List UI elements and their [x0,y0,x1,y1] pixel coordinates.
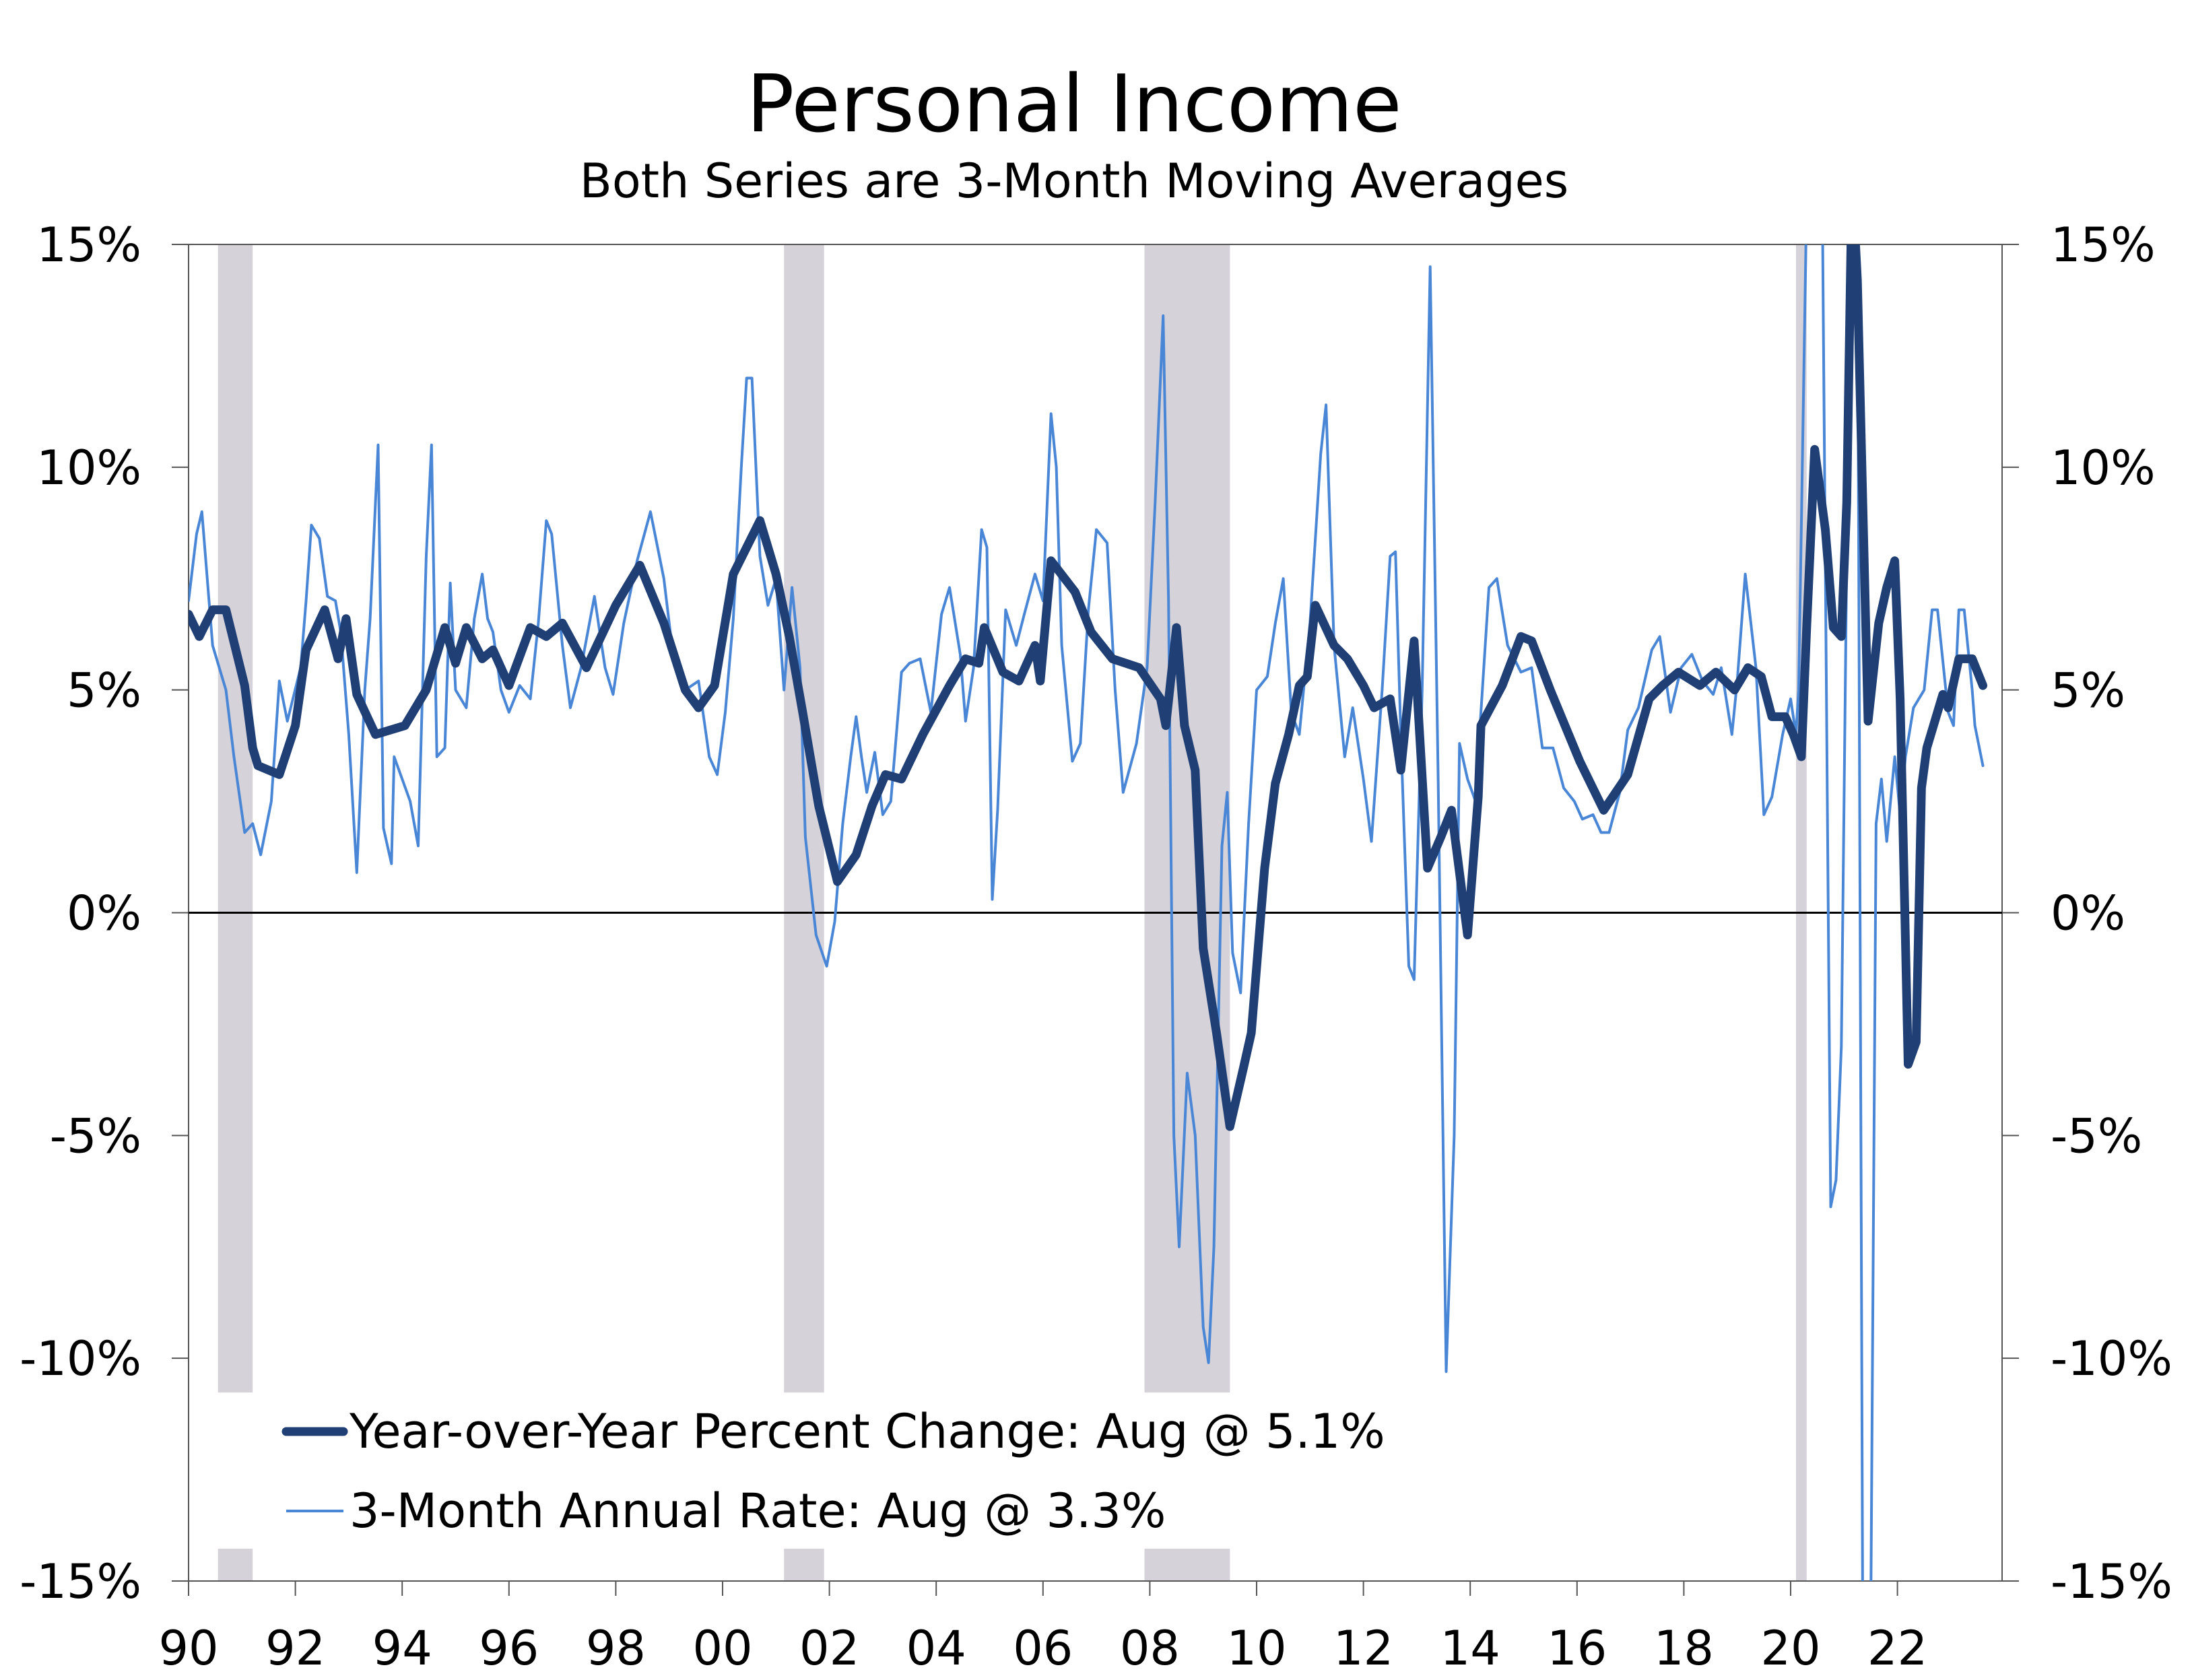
chart-subtitle: Both Series are 3-Month Moving Averages [580,154,1568,209]
y-tick-label-right: 0% [2051,886,2125,941]
x-tick-label: 08 [1120,1621,1180,1676]
x-tick-label: 00 [692,1621,752,1676]
x-tick-label: 94 [372,1621,432,1676]
y-tick-label-left: 0% [67,886,141,941]
axes: 15% 15% 10% 10% 5% 5% 0% 0% -5% -5% -10% -10% -15% -1… [20,217,2172,1676]
y-tick-label-right: -15% [2051,1554,2172,1609]
x-tick-label: 92 [265,1621,325,1676]
x-tick-label: 06 [1013,1621,1073,1676]
y-tick-label-left: 5% [67,663,141,718]
legend-label-3month: 3-Month Annual Rate: Aug @ 3.3% [350,1483,1166,1539]
x-tick-label: 14 [1440,1621,1500,1676]
y-tick-label-left: 15% [36,217,141,273]
x-tick-label: 20 [1760,1621,1820,1676]
recession-band [784,1549,824,1581]
y-tick-label-right: 10% [2051,440,2156,496]
x-tick-label: 04 [906,1621,966,1676]
legend: Year-over-Year Percent Change: Aug @ 5.1… [281,1404,1385,1539]
y-tick-label-left: -5% [50,1108,141,1164]
recession-band [1144,1549,1230,1581]
x-tick-label: 22 [1867,1621,1927,1676]
legend-label-yoy: Year-over-Year Percent Change: Aug @ 5.1… [349,1404,1385,1459]
y-tick-label-right: -5% [2051,1108,2142,1164]
x-tick-label: 16 [1547,1621,1607,1676]
recession-band [1144,244,1230,1392]
x-tick-label: 02 [799,1621,859,1676]
x-tick-label: 10 [1226,1621,1286,1676]
y-tick-label-right: 5% [2051,663,2125,718]
series-line-3month [189,244,1985,1581]
y-tick-label-right: -10% [2051,1331,2172,1386]
x-tick-label: 12 [1333,1621,1393,1676]
series-lines [189,244,1987,1581]
x-tick-label: 90 [158,1621,218,1676]
chart-title: Personal Income [746,57,1401,150]
series-line-yoy [189,244,1987,1131]
x-tick-label: 96 [479,1621,539,1676]
y-tick-label-left: -10% [20,1331,141,1386]
y-tick-label-right: 15% [2051,217,2156,273]
recession-band [218,1549,253,1581]
x-tick-label: 98 [586,1621,646,1676]
x-tick-label: 18 [1654,1621,1714,1676]
recession-band [218,244,253,1392]
y-tick-label-left: -15% [20,1554,141,1609]
y-tick-label-left: 10% [36,440,141,496]
